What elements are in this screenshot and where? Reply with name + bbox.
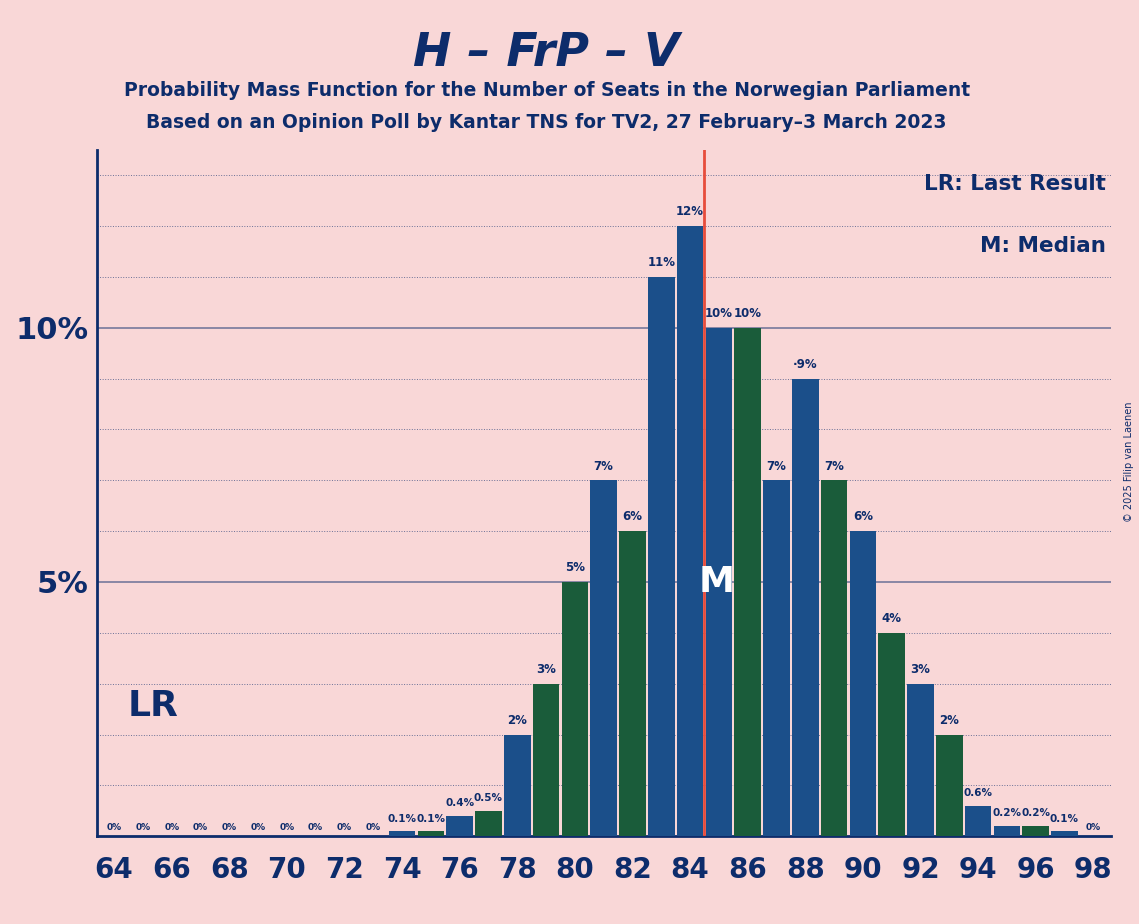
Bar <box>562 582 588 836</box>
Text: 10%: 10% <box>705 307 732 320</box>
Text: 4%: 4% <box>882 613 902 626</box>
Text: LR: LR <box>128 688 178 723</box>
Bar <box>850 531 876 836</box>
Text: 0.1%: 0.1% <box>1050 813 1079 823</box>
Bar <box>648 277 674 836</box>
Text: 0%: 0% <box>1085 823 1100 833</box>
Text: 0%: 0% <box>192 823 208 833</box>
Bar <box>446 816 473 836</box>
Text: 0.1%: 0.1% <box>417 813 445 823</box>
Bar <box>763 480 789 836</box>
Text: 0%: 0% <box>136 823 150 833</box>
Bar <box>475 810 501 836</box>
Text: © 2025 Filip van Laenen: © 2025 Filip van Laenen <box>1124 402 1134 522</box>
Text: 7%: 7% <box>825 459 844 472</box>
Bar <box>878 633 904 836</box>
Text: 3%: 3% <box>536 663 556 676</box>
Bar <box>1023 826 1049 836</box>
Text: 3%: 3% <box>910 663 931 676</box>
Bar <box>590 480 617 836</box>
Bar <box>907 684 934 836</box>
Bar <box>1051 831 1077 836</box>
Text: 0%: 0% <box>279 823 295 833</box>
Bar <box>418 831 444 836</box>
Text: 0.6%: 0.6% <box>964 788 992 798</box>
Text: 0%: 0% <box>222 823 237 833</box>
Text: 6%: 6% <box>853 510 872 524</box>
Bar <box>505 735 531 836</box>
Bar <box>388 831 416 836</box>
Text: 2%: 2% <box>940 714 959 727</box>
Text: LR: Last Result: LR: Last Result <box>924 174 1106 194</box>
Text: 0.2%: 0.2% <box>1022 808 1050 819</box>
Bar <box>533 684 559 836</box>
Text: 0.4%: 0.4% <box>445 798 474 808</box>
Text: 0%: 0% <box>309 823 323 833</box>
Bar <box>936 735 962 836</box>
Text: 7%: 7% <box>767 459 786 472</box>
Bar <box>677 226 703 836</box>
Bar <box>620 531 646 836</box>
Text: 7%: 7% <box>593 459 614 472</box>
Text: 2%: 2% <box>507 714 527 727</box>
Text: 0%: 0% <box>366 823 380 833</box>
Text: 0.2%: 0.2% <box>992 808 1022 819</box>
Text: Probability Mass Function for the Number of Seats in the Norwegian Parliament: Probability Mass Function for the Number… <box>124 81 969 101</box>
Text: 0%: 0% <box>107 823 122 833</box>
Bar <box>965 806 991 836</box>
Text: H – FrP – V: H – FrP – V <box>413 31 680 77</box>
Text: 12%: 12% <box>677 205 704 218</box>
Bar <box>821 480 847 836</box>
Bar <box>993 826 1021 836</box>
Text: 11%: 11% <box>647 256 675 269</box>
Text: 0.1%: 0.1% <box>387 813 417 823</box>
Bar <box>735 328 761 836</box>
Text: 0.5%: 0.5% <box>474 793 503 803</box>
Text: M: M <box>698 565 735 599</box>
Text: 10%: 10% <box>734 307 762 320</box>
Bar <box>706 328 732 836</box>
Text: 6%: 6% <box>623 510 642 524</box>
Text: 0%: 0% <box>251 823 265 833</box>
Text: 5%: 5% <box>565 561 584 575</box>
Text: Based on an Opinion Poll by Kantar TNS for TV2, 27 February–3 March 2023: Based on an Opinion Poll by Kantar TNS f… <box>147 113 947 132</box>
Text: 0%: 0% <box>164 823 179 833</box>
Bar <box>792 379 819 836</box>
Text: M: Median: M: Median <box>980 236 1106 256</box>
Text: ·9%: ·9% <box>793 358 818 371</box>
Text: 0%: 0% <box>337 823 352 833</box>
